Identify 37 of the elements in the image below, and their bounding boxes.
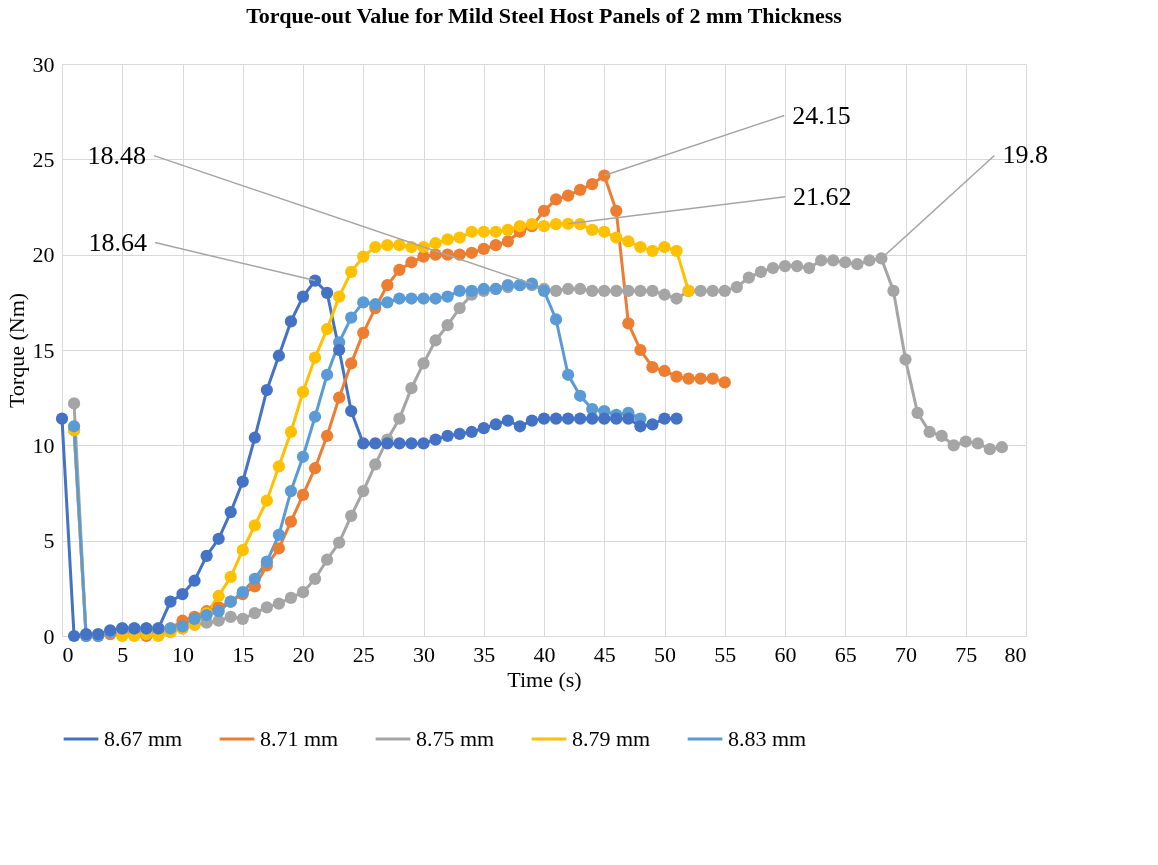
x-tick-label: 60 — [774, 641, 797, 667]
x-tick-label: 30 — [413, 641, 435, 667]
x-tick-label: 0 — [62, 641, 74, 667]
x-tick-label: 65 — [834, 641, 857, 667]
y-axis-title: Torque (Nm) — [3, 292, 29, 409]
y-tick-label: 20 — [32, 242, 55, 268]
x-tick-label: 40 — [533, 641, 556, 667]
annotation: 18.64 — [88, 227, 148, 257]
annotation: 18.48 — [87, 140, 146, 170]
x-axis-title: Time (s) — [507, 666, 582, 692]
legend-label: 8.83 mm — [728, 726, 807, 751]
annotation: 19.8 — [1002, 140, 1048, 170]
legend-label: 8.67 mm — [104, 726, 183, 751]
x-tick-label: 55 — [714, 641, 737, 667]
x-tick-label: 45 — [593, 641, 616, 667]
legend-label: 8.75 mm — [416, 726, 495, 751]
x-tick-label: 10 — [172, 641, 194, 667]
chart-title: Torque-out Value for Mild Steel Host Panels of 2 mm Thickness — [246, 3, 843, 28]
x-tick-label: 35 — [473, 641, 496, 667]
y-tick-label: 5 — [43, 528, 55, 554]
legend-label: 8.71 mm — [260, 726, 339, 751]
y-tick-label: 15 — [32, 337, 55, 363]
annotation: 21.62 — [793, 181, 852, 211]
y-tick-label: 25 — [32, 146, 55, 172]
x-tick-label: 50 — [654, 641, 676, 667]
x-tick-label: 5 — [117, 641, 129, 667]
x-tick-label: 80 — [1004, 641, 1027, 667]
x-tick-label: 25 — [352, 641, 375, 667]
x-tick-label: 70 — [895, 641, 917, 667]
x-tick-label: 75 — [955, 641, 978, 667]
y-tick-label: 0 — [43, 623, 55, 649]
legend-label: 8.79 mm — [572, 726, 651, 751]
annotation: 24.15 — [792, 100, 851, 130]
y-tick-label: 10 — [32, 432, 55, 458]
x-tick-label: 20 — [292, 641, 315, 667]
y-tick-label: 30 — [32, 51, 55, 77]
x-tick-label: 15 — [232, 641, 255, 667]
